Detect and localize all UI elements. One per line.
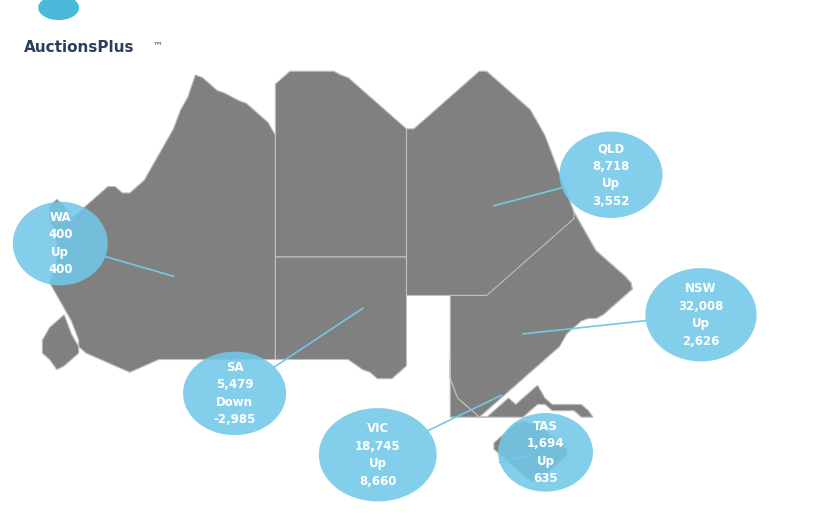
- Ellipse shape: [183, 352, 287, 435]
- Ellipse shape: [559, 132, 663, 218]
- Polygon shape: [450, 359, 593, 417]
- Text: QLD
8,718
Up
3,552: QLD 8,718 Up 3,552: [592, 142, 630, 207]
- Text: SA
5,479
Down
-2,985: SA 5,479 Down -2,985: [213, 360, 256, 426]
- Text: VIC
18,745
Up
8,660: VIC 18,745 Up 8,660: [355, 422, 401, 488]
- Text: ™: ™: [153, 40, 163, 50]
- Polygon shape: [494, 421, 566, 481]
- Text: WA
400
Up
400: WA 400 Up 400: [48, 211, 72, 276]
- Text: NSW
32,008
Up
2,626: NSW 32,008 Up 2,626: [678, 282, 723, 347]
- Circle shape: [39, 0, 79, 20]
- Polygon shape: [406, 71, 632, 319]
- Ellipse shape: [319, 408, 437, 501]
- Ellipse shape: [498, 413, 593, 491]
- Polygon shape: [275, 71, 406, 257]
- Polygon shape: [275, 257, 406, 379]
- Text: TAS
1,694
Up
635: TAS 1,694 Up 635: [527, 420, 564, 485]
- Ellipse shape: [645, 268, 757, 361]
- Ellipse shape: [13, 202, 108, 285]
- Polygon shape: [450, 212, 632, 417]
- Text: AuctionsPlus: AuctionsPlus: [25, 40, 135, 55]
- Polygon shape: [43, 75, 275, 372]
